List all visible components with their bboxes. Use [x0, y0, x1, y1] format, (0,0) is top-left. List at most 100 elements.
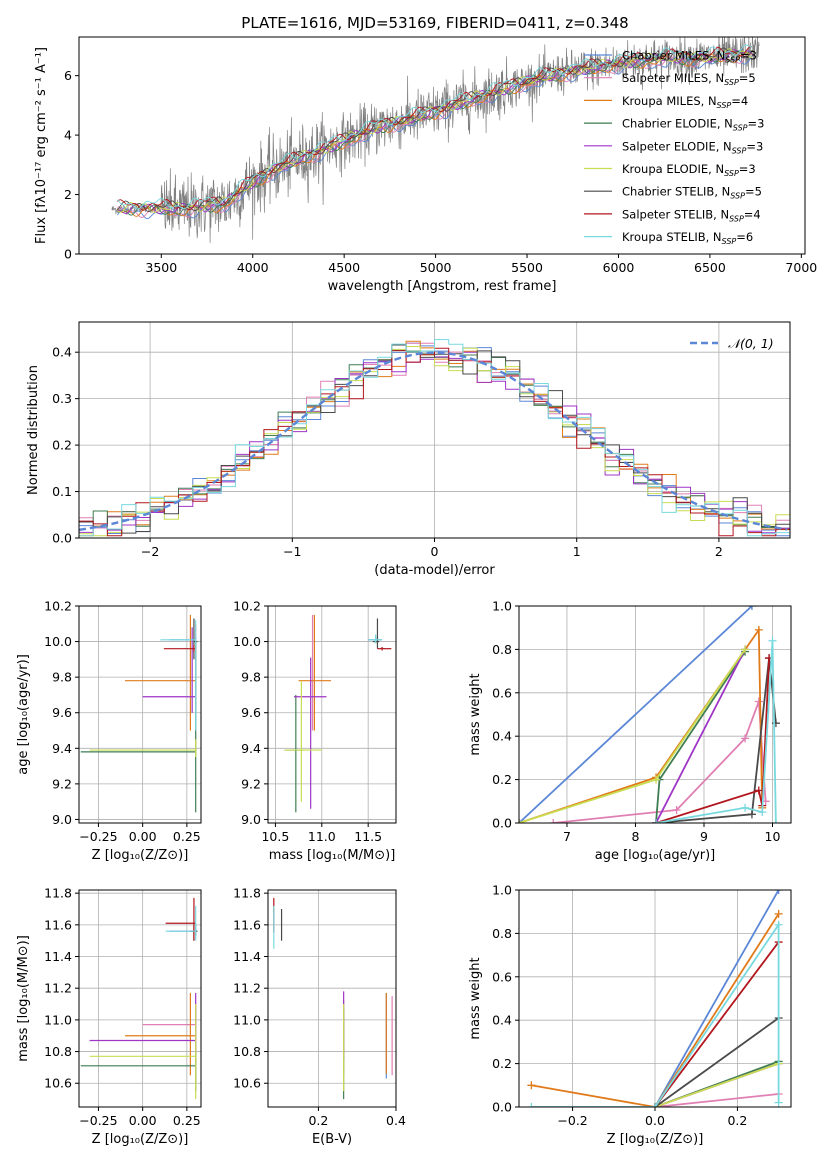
massweight_vs_Z-panel: −0.2 0.0 0.2 0.0 0.2 0.4 0.6 0.8 1.0 Z [log₁₀(Z/Z…: [468, 883, 792, 1147]
normal-distribution-line: [79, 351, 788, 532]
x-tick-label: 0: [431, 544, 439, 559]
x-tick-label: 5500: [511, 260, 543, 275]
y-tick-label: 11.2: [44, 981, 72, 996]
series-marker: [774, 1098, 783, 1107]
legend-item: Kroupa MILES, NSSP=4: [584, 94, 748, 110]
series-marker: [741, 734, 750, 743]
x-axis-label: Z [log₁₀(Z/Z⊙)]: [92, 1132, 189, 1147]
y-tick-label: 9.8: [52, 670, 72, 685]
model-spectrum-kroupa_stelib: [117, 44, 753, 210]
legend-item: Chabrier ELODIE, NSSP=3: [584, 117, 764, 133]
x-tick-label: 10: [765, 829, 781, 844]
axes-frame: [78, 605, 202, 824]
y-tick-label: 0.8: [492, 926, 512, 941]
legend-label: 𝒩(0, 1): [728, 336, 774, 351]
series-marker: [754, 625, 763, 634]
y-tick-label: 9.8: [241, 670, 261, 685]
y-axis-label: Flux [fλ10⁻¹⁷ erg cm⁻² s⁻¹ A⁻¹]: [34, 47, 49, 244]
y-tick-label: 9.0: [52, 812, 72, 827]
axes-frame: [78, 889, 202, 1108]
x-tick-label: −0.2: [557, 1113, 587, 1128]
y-axis-label: Normed distribution: [26, 365, 41, 495]
data-point-kroupa_miles: [124, 614, 196, 731]
y-tick-label: 11.8: [44, 886, 72, 901]
histogram-kroupa_stelib: [79, 339, 790, 538]
y-tick-label: 11.8: [233, 886, 261, 901]
series-line: [654, 890, 780, 1107]
y-tick-label: 11.4: [233, 949, 261, 964]
model-spectrum-chabrier_elodie: [117, 49, 753, 216]
massweight_vs_age-panel: 7 8 9 10 0.0 0.2 0.4 0.6 0.8 1.0 age [log₁₀(age/yr…: [468, 599, 792, 863]
x-tick-label: 10.5: [261, 829, 289, 844]
y-tick-label: 10.8: [233, 1044, 261, 1059]
y-tick-label: 11.6: [44, 917, 72, 932]
y-tick-label: 11.0: [233, 1012, 261, 1027]
legend-label: Kroupa ELODIE, NSSP=3: [622, 162, 756, 178]
series-marker: [549, 819, 558, 823]
series-marker: [754, 697, 763, 706]
y-tick-label: 11.6: [233, 917, 261, 932]
x-tick-label: 6000: [603, 260, 635, 275]
series-marker: [527, 1103, 536, 1107]
series-line: [531, 921, 780, 1107]
x-tick-label: 0.2: [308, 1113, 328, 1128]
data-point-salpeter_elodie: [142, 627, 196, 713]
series-marker: [774, 909, 783, 918]
y-tick-label: 9.0: [241, 812, 261, 827]
y-tick-label: 0.0: [492, 1100, 512, 1115]
x-tick-label: 0.25: [173, 1113, 201, 1128]
legend-label: Chabrier STELIB, NSSP=5: [622, 185, 762, 201]
data-point-salpeter_stelib: [163, 645, 196, 653]
massweight_vs_Z-plot-area: [527, 890, 783, 1107]
axes-frame: [267, 605, 397, 824]
data-point-kroupa_stelib: [368, 634, 383, 644]
age_vs_Z-panel: −0.25 0.00 0.25 9.0 9.2 9.4 9.6 9.8 10.0 10.2 Z [l…: [16, 599, 202, 863]
series-marker: [754, 786, 763, 795]
series-marker: [652, 775, 661, 784]
x-tick-label: 4500: [328, 260, 360, 275]
y-tick-label: 0.0: [52, 531, 72, 546]
y-tick-label: 10.6: [44, 1076, 72, 1091]
data-point-kroupa_stelib: [160, 620, 197, 731]
x-tick-label: −0.25: [79, 1113, 117, 1128]
y-tick-label: 2: [64, 187, 72, 202]
x-tick-label: 7: [563, 829, 571, 844]
y-tick-label: 0.4: [52, 345, 72, 360]
legend-item: Salpeter ELODIE, NSSP=3: [584, 139, 763, 155]
y-tick-label: 10.0: [233, 634, 261, 649]
series-chabrier_miles: [651, 890, 783, 1107]
x-axis-label: wavelength [Angstrom, rest frame]: [328, 279, 557, 294]
y-tick-label: 0.1: [52, 484, 72, 499]
legend-item: Chabrier MILES, NSSP=3: [584, 49, 757, 65]
data-point-kroupa_miles: [298, 614, 332, 731]
x-tick-label: 6500: [694, 260, 726, 275]
legend-item: Kroupa ELODIE, NSSP=3: [584, 162, 756, 178]
series-line: [519, 606, 753, 823]
data-point-chabrier_miles: [169, 924, 197, 936]
mass_vs_ebv-plot-area: [273, 897, 393, 1100]
figure-title: PLATE=1616, MJD=53169, FIBERID=0411, z=0…: [241, 14, 628, 32]
y-tick-label: 0.3: [52, 391, 72, 406]
series-marker: [741, 645, 750, 654]
data-point-chabrier_elodie: [80, 641, 197, 813]
y-tick-label: 1.0: [492, 599, 512, 614]
y-tick-label: 0.6: [492, 969, 512, 984]
x-tick-label: 0.2: [727, 1113, 747, 1128]
axes-frame: [78, 36, 806, 255]
series-marker: [672, 805, 681, 814]
data-point-salpeter_miles: [142, 1004, 197, 1084]
age_vs_mass-panel: 10.5 11.0 11.5 9.0 9.2 9.4 9.6 9.8 10.0 10.2 mass …: [233, 599, 397, 863]
y-tick-label: 9.2: [52, 776, 72, 791]
y-tick-label: 9.4: [52, 741, 72, 756]
y-tick-label: 0.4: [492, 1013, 512, 1028]
y-axis-label: mass weight: [468, 957, 483, 1039]
x-tick-label: 0.00: [129, 1113, 157, 1128]
model-spectrum-salpeter_stelib: [117, 46, 753, 211]
x-tick-label: 0.25: [173, 829, 201, 844]
y-tick-label: 11.4: [44, 949, 72, 964]
x-tick-label: 1: [573, 544, 581, 559]
series-marker: [527, 1081, 536, 1090]
x-axis-label: age [log₁₀(age/yr)]: [595, 848, 716, 863]
x-tick-label: 0.4: [386, 1113, 406, 1128]
data-point-kroupa_stelib: [165, 905, 197, 941]
